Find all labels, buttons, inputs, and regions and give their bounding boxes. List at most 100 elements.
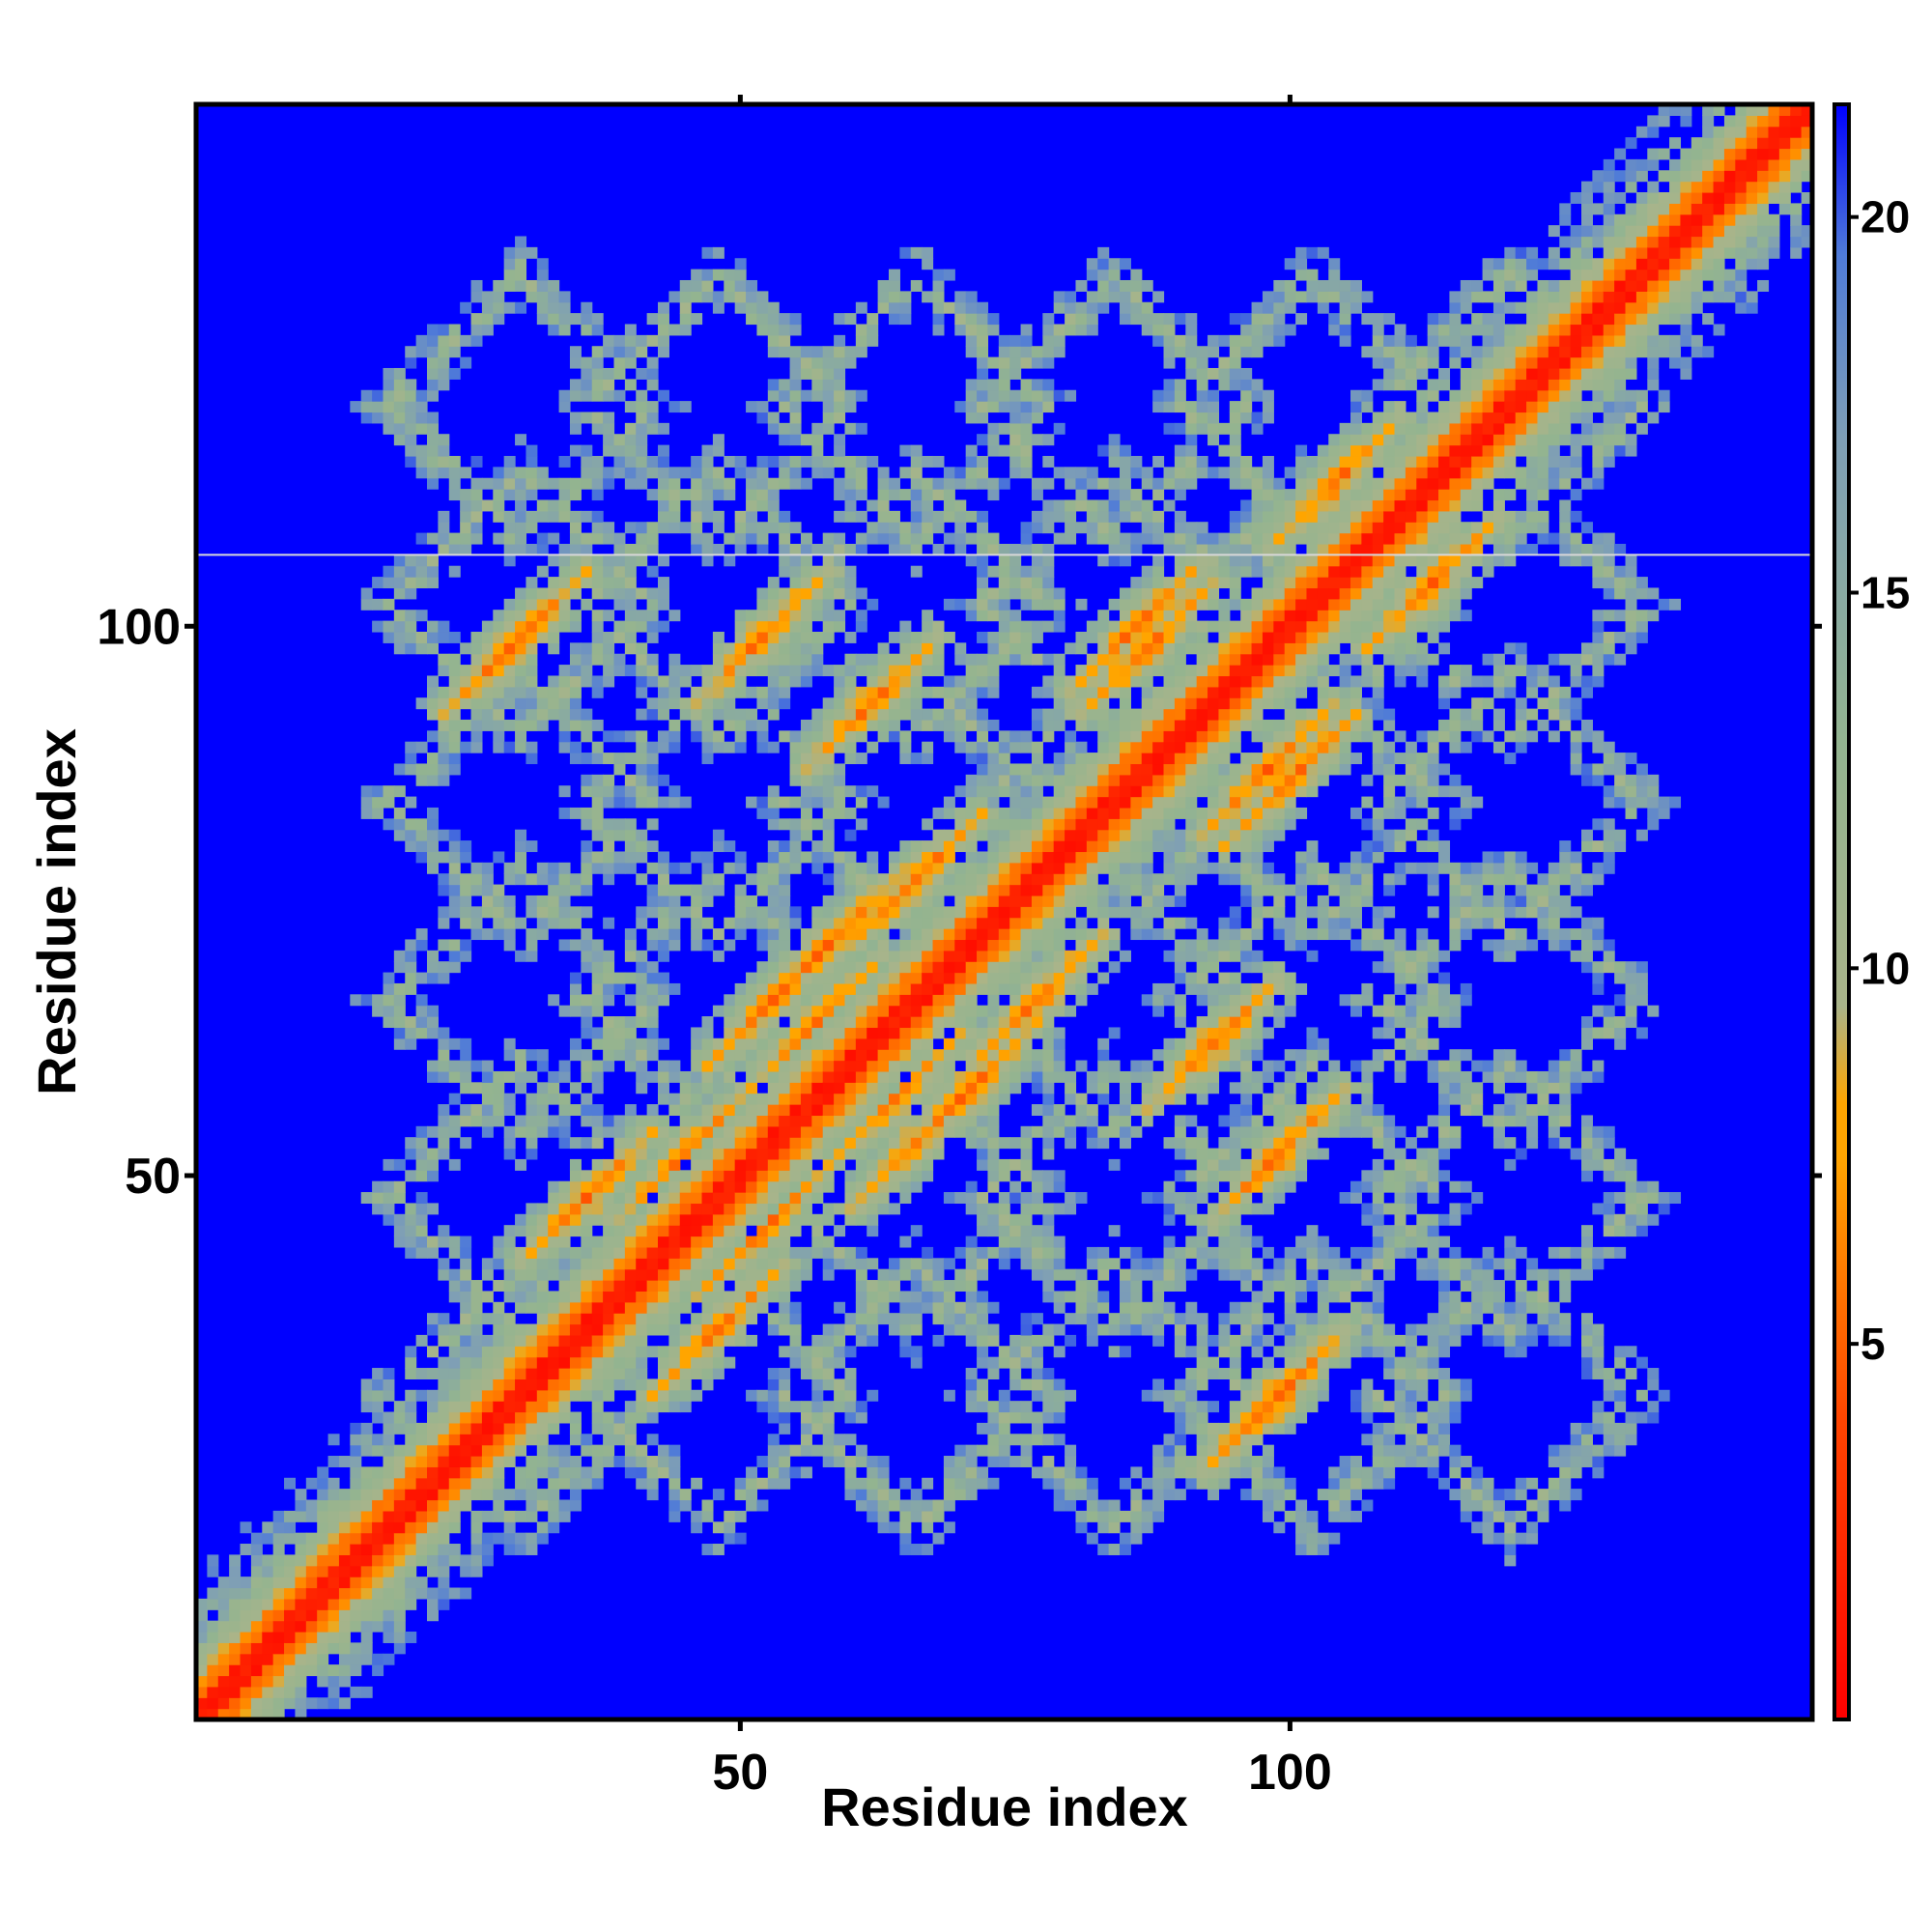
heatmap-cell	[965, 1027, 978, 1039]
heatmap-cell	[712, 489, 724, 501]
heatmap-cell	[515, 686, 527, 698]
heatmap-cell	[987, 1422, 1000, 1435]
heatmap-cell	[977, 1158, 989, 1171]
heatmap-cell	[943, 939, 955, 952]
heatmap-cell	[834, 455, 846, 468]
heatmap-cell	[1065, 510, 1077, 523]
heatmap-cell	[536, 301, 549, 314]
heatmap-cell	[448, 1477, 461, 1490]
heatmap-cell	[822, 1356, 835, 1369]
heatmap-cell	[746, 510, 758, 523]
heatmap-cell	[603, 851, 615, 864]
heatmap-cell	[1108, 774, 1121, 786]
heatmap-cell	[1075, 840, 1088, 853]
heatmap-cell	[724, 697, 736, 710]
heatmap-cell	[515, 610, 527, 622]
heatmap-cell	[460, 1246, 472, 1259]
heatmap-cell	[877, 1027, 890, 1039]
heatmap-cell	[1020, 455, 1033, 468]
heatmap-cell	[1075, 961, 1088, 974]
heatmap-cell	[581, 1323, 593, 1336]
heatmap-cell	[977, 1422, 989, 1435]
heatmap-cell	[1097, 610, 1110, 622]
heatmap-cell	[965, 532, 978, 545]
heatmap-cell	[591, 1246, 604, 1259]
heatmap-cell	[1097, 1137, 1110, 1150]
heatmap-cell	[789, 522, 802, 534]
heatmap-cell	[789, 665, 802, 677]
heatmap-cell	[250, 1609, 263, 1622]
heatmap-cell	[1120, 1104, 1131, 1117]
heatmap-cell	[1120, 807, 1131, 819]
heatmap-cell	[591, 818, 604, 831]
heatmap-cell	[1031, 587, 1043, 600]
heatmap-cell	[569, 1489, 582, 1501]
heatmap-cell	[822, 873, 835, 886]
heatmap-cell	[591, 1411, 604, 1424]
heatmap-cell	[899, 939, 912, 952]
heatmap-cell	[712, 1070, 724, 1083]
heatmap-cell	[569, 510, 582, 523]
heatmap-cell	[262, 1653, 274, 1665]
heatmap-cell	[734, 686, 747, 698]
heatmap-cell	[701, 753, 714, 765]
heatmap-cell	[624, 642, 637, 655]
heatmap-cell	[922, 982, 934, 995]
heatmap-cell	[767, 862, 780, 874]
heatmap-cell	[636, 422, 648, 435]
heatmap-cell	[943, 1115, 955, 1127]
heatmap-cell	[834, 1301, 846, 1314]
heatmap-cell	[954, 1125, 967, 1138]
heatmap-cell	[954, 642, 967, 655]
heatmap-cell	[867, 1510, 879, 1522]
heatmap-cell	[789, 741, 802, 753]
heatmap-cell	[603, 422, 615, 435]
heatmap-cell	[779, 1368, 791, 1379]
heatmap-cell	[987, 1148, 1000, 1160]
heatmap-cell	[1031, 1368, 1043, 1379]
heatmap-cell	[558, 389, 571, 402]
heatmap-cell	[515, 708, 527, 721]
heatmap-cell	[427, 851, 439, 864]
heatmap-cell	[548, 1225, 560, 1237]
heatmap-cell	[536, 1203, 549, 1215]
heatmap-cell	[691, 543, 703, 555]
heatmap-cell	[1065, 982, 1077, 995]
heatmap-cell	[427, 455, 439, 468]
heatmap-cell	[855, 1005, 867, 1017]
heatmap-cell	[756, 994, 769, 1007]
heatmap-cell	[899, 851, 912, 864]
heatmap-cell	[867, 1213, 879, 1226]
heatmap-cell	[658, 587, 669, 600]
heatmap-cell	[977, 972, 989, 984]
heatmap-cell	[1053, 807, 1065, 819]
heatmap-cell	[427, 346, 439, 358]
heatmap-cell	[636, 950, 648, 962]
heatmap-cell	[789, 1115, 802, 1127]
heatmap-cell	[636, 1192, 648, 1205]
heatmap-cell	[789, 543, 802, 555]
heatmap-cell	[811, 543, 824, 555]
heatmap-cell	[922, 906, 934, 919]
heatmap-cell	[284, 1532, 297, 1545]
heatmap-cell	[889, 939, 900, 952]
heatmap-cell	[646, 753, 659, 765]
heatmap-cell	[448, 1466, 461, 1479]
heatmap-cell	[1031, 1378, 1043, 1391]
heatmap-cell	[1086, 1115, 1098, 1127]
heatmap-cell	[1108, 719, 1121, 731]
heatmap-cell	[240, 1653, 252, 1665]
heatmap-cell	[987, 1104, 1000, 1117]
heatmap-cell	[954, 401, 967, 413]
heatmap-cell	[1108, 708, 1121, 721]
heatmap-cell	[668, 884, 681, 896]
heatmap-cell	[834, 577, 846, 589]
heatmap-cell	[932, 1104, 945, 1117]
heatmap-cell	[844, 1148, 857, 1160]
heatmap-cell	[779, 994, 791, 1007]
heatmap-cell	[746, 1093, 758, 1105]
heatmap-cell	[922, 972, 934, 984]
heatmap-cell	[558, 1346, 571, 1358]
heatmap-cell	[800, 1070, 812, 1083]
heatmap-cells	[196, 104, 1812, 1719]
